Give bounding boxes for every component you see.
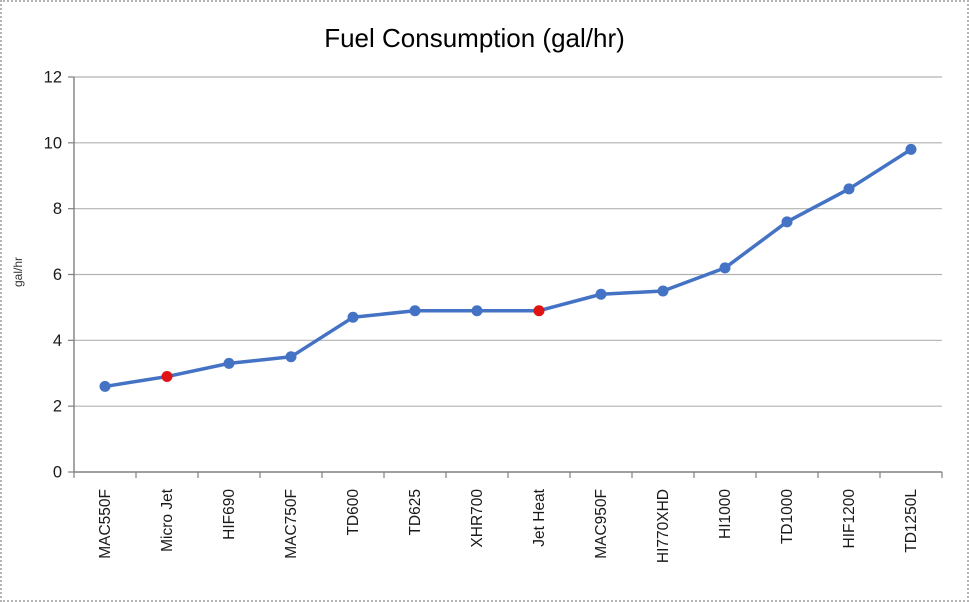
x-tick-label: HI1000	[717, 489, 734, 539]
data-point	[99, 380, 111, 392]
data-point-highlighted	[161, 371, 173, 383]
data-point	[719, 262, 731, 274]
y-tick-label: 0	[53, 464, 62, 482]
data-point	[657, 285, 669, 297]
x-tick-label: MAC750F	[283, 489, 300, 559]
x-tick-label: MAC950F	[593, 489, 610, 559]
x-tick-label: MAC550F	[97, 489, 114, 559]
chart-title: Fuel Consumption (gal/hr)	[324, 23, 625, 53]
data-point-highlighted	[533, 305, 545, 317]
y-tick-label: 2	[53, 398, 62, 416]
y-tick-label: 4	[53, 332, 62, 350]
x-tick-label: TD600	[345, 489, 362, 536]
y-tick-label: 12	[44, 69, 62, 87]
data-point	[595, 288, 607, 300]
data-point	[285, 351, 297, 363]
data-point	[223, 357, 235, 369]
data-point	[347, 311, 359, 323]
data-point	[409, 305, 421, 317]
data-point	[905, 143, 917, 155]
x-tick-label: Micro Jet	[159, 488, 176, 552]
x-tick-label: TD1000	[779, 489, 796, 545]
data-point	[781, 216, 793, 228]
y-tick-label: 10	[44, 134, 62, 152]
y-tick-label: 6	[53, 266, 62, 284]
series-line	[103, 147, 913, 389]
x-tick-label: Jet Heat	[531, 488, 548, 546]
x-tick-label: HIF690	[221, 489, 238, 540]
x-tick-label: HI770XHD	[655, 489, 672, 563]
x-tick-label: HIF1200	[841, 489, 858, 549]
x-tick-label: TD625	[407, 489, 424, 536]
x-tick-label: XHR700	[469, 489, 486, 548]
x-tick-label: TD1250L	[903, 489, 920, 553]
y-tick-label: 8	[53, 200, 62, 218]
data-point	[843, 183, 855, 195]
data-point	[471, 305, 483, 317]
